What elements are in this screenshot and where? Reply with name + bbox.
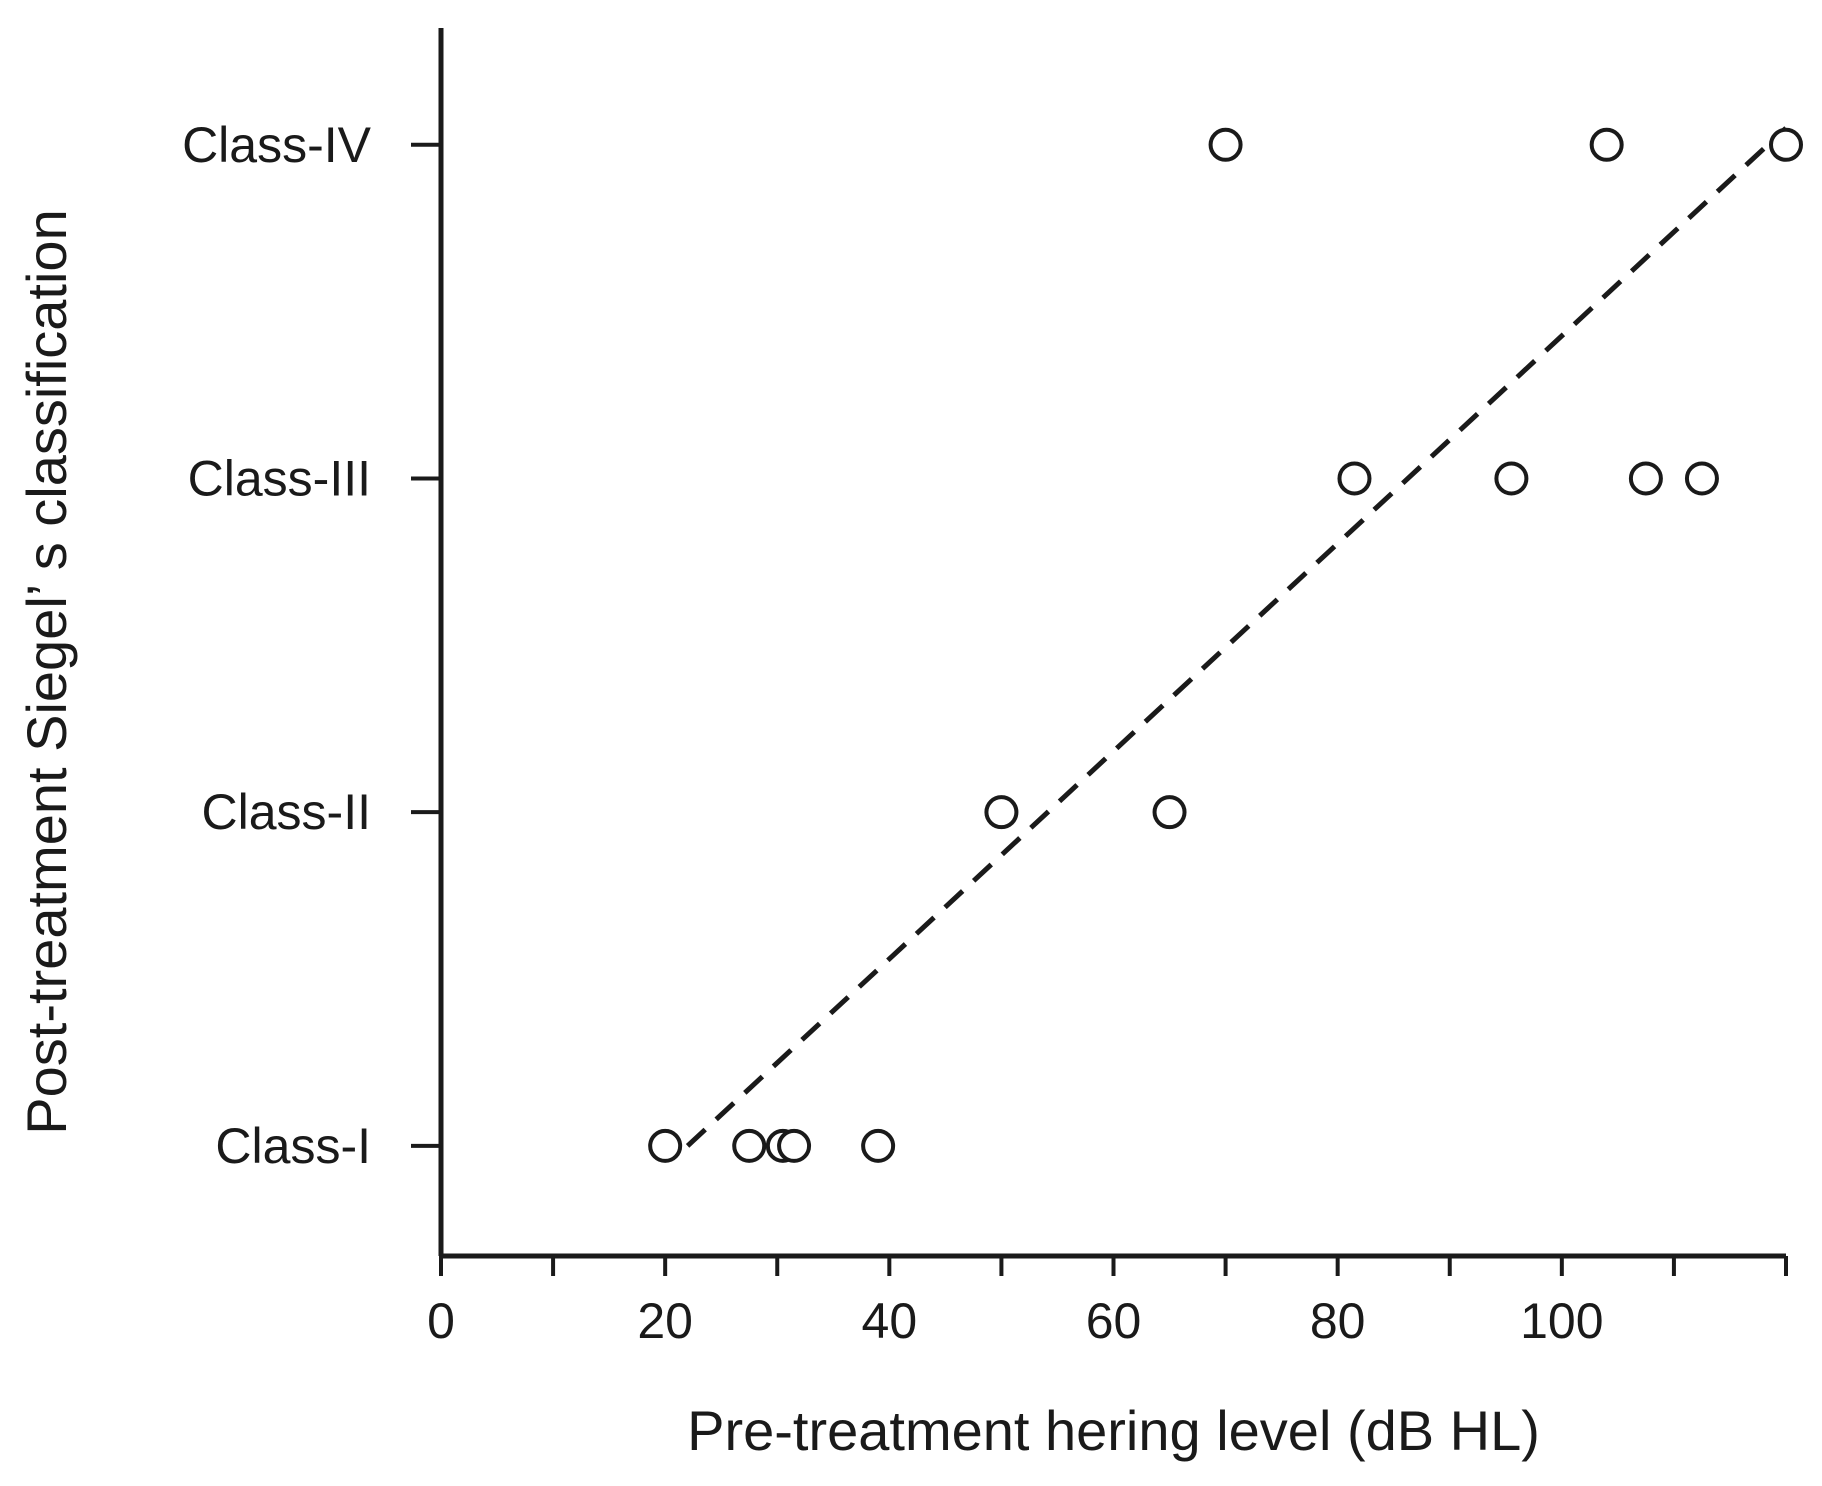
axes bbox=[438, 28, 1786, 1259]
data-point-2 bbox=[732, 1128, 767, 1163]
data-point-1 bbox=[648, 1128, 683, 1163]
x-tick-label-80: 80 bbox=[1310, 1293, 1366, 1349]
data-point-14 bbox=[1769, 127, 1803, 162]
x-tick-label-20: 20 bbox=[637, 1293, 693, 1349]
data-point-5 bbox=[861, 1128, 896, 1163]
x-tick-label-60: 60 bbox=[1086, 1293, 1142, 1349]
data-points bbox=[648, 127, 1803, 1163]
x-tick-label-100: 100 bbox=[1520, 1293, 1603, 1349]
y-tick-label-4: Class-IV bbox=[182, 117, 372, 173]
y-tick-label-3: Class-III bbox=[188, 450, 371, 506]
x-tick-label-40: 40 bbox=[862, 1293, 918, 1349]
y-axis-title: Post-treatment Siegel’ s classification bbox=[15, 209, 78, 1134]
data-point-10 bbox=[1628, 461, 1663, 496]
data-point-12 bbox=[1208, 127, 1243, 162]
data-point-8 bbox=[1337, 461, 1372, 496]
ticks: 0 20 40 60 80 100 Class-I Class-II Class-III Clas… bbox=[182, 117, 1788, 1349]
data-point-11 bbox=[1684, 461, 1719, 496]
y-tick-label-2: Class-II bbox=[202, 784, 371, 840]
data-point-9 bbox=[1494, 461, 1529, 496]
data-point-4 bbox=[777, 1128, 812, 1163]
data-point-6 bbox=[984, 795, 1019, 830]
y-tick-label-1: Class-I bbox=[215, 1118, 371, 1174]
x-axis-title: Pre-treatment hering level (dB HL) bbox=[687, 1399, 1540, 1462]
trendline bbox=[685, 126, 1788, 1148]
x-tick-label-0: 0 bbox=[427, 1293, 455, 1349]
trendline-group bbox=[685, 126, 1788, 1148]
data-point-7 bbox=[1152, 795, 1187, 830]
data-point-13 bbox=[1589, 127, 1624, 162]
